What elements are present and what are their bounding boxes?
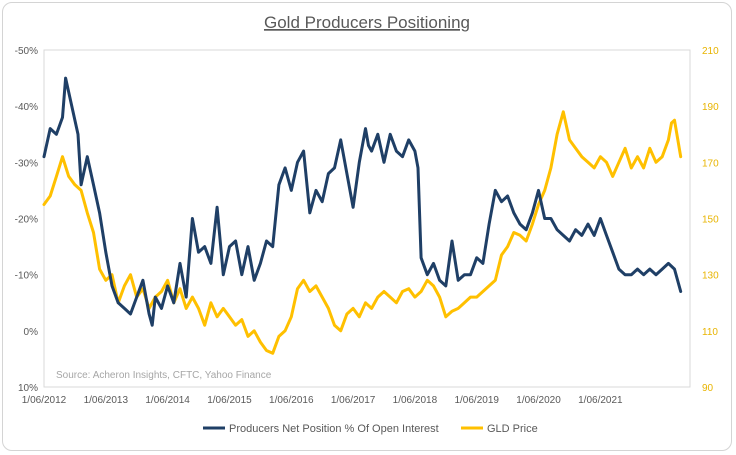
x-tick-label: 1/06/2021 [578, 395, 623, 406]
legend: Producers Net Position % Of Open Interes… [203, 423, 538, 435]
x-tick-label: 1/06/2017 [331, 395, 376, 406]
x-tick-label: 1/06/2015 [207, 395, 252, 406]
y-left-tick-label: -30% [15, 158, 38, 169]
y-left-tick-label: 0% [24, 327, 39, 338]
y-right-tick-label: 110 [702, 327, 718, 338]
x-tick-label: 1/06/2014 [145, 395, 190, 406]
chart-frame [2, 2, 732, 451]
y-right-tick-label: 190 [702, 102, 719, 113]
y-right-tick-label: 130 [702, 271, 719, 282]
legend-label: Producers Net Position % Of Open Interes… [229, 423, 439, 435]
y-left-tick-label: -40% [15, 102, 38, 113]
plot-area [43, 49, 691, 388]
x-tick-label: 1/06/2016 [269, 395, 314, 406]
y-axis-left: -50% -40% -30% -20% -10% 0% 10% [15, 46, 38, 394]
y-left-tick-label: 10% [18, 383, 38, 394]
series-gld-price-line [42, 110, 683, 355]
x-axis: 1/06/2012 1/06/2013 1/06/2014 1/06/2015 1/06… [22, 395, 623, 406]
y-right-tick-label: 170 [702, 158, 719, 169]
plot-border [43, 49, 691, 388]
series-producers-net-position-line [42, 76, 683, 327]
chart-title: Gold Producers Positioning [264, 13, 470, 32]
y-axis-right: 90 110 130 150 170 190 210 [702, 46, 719, 394]
y-left-tick-label: -20% [15, 215, 38, 226]
legend-label: GLD Price [487, 423, 538, 435]
x-tick-label: 1/06/2020 [516, 395, 561, 406]
x-tick-label: 1/06/2013 [84, 395, 129, 406]
x-tick-label: 1/06/2019 [454, 395, 499, 406]
y-right-tick-label: 90 [702, 383, 714, 394]
y-right-tick-label: 210 [702, 46, 719, 57]
source-note: Source: Acheron Insights, CFTC, Yahoo Fi… [56, 370, 272, 381]
x-tick-label: 1/06/2018 [393, 395, 438, 406]
y-left-tick-label: -10% [15, 271, 38, 282]
y-right-tick-label: 150 [702, 215, 719, 226]
x-tick-label: 1/06/2012 [22, 395, 67, 406]
y-left-tick-label: -50% [15, 46, 38, 57]
series-layer [42, 76, 683, 355]
